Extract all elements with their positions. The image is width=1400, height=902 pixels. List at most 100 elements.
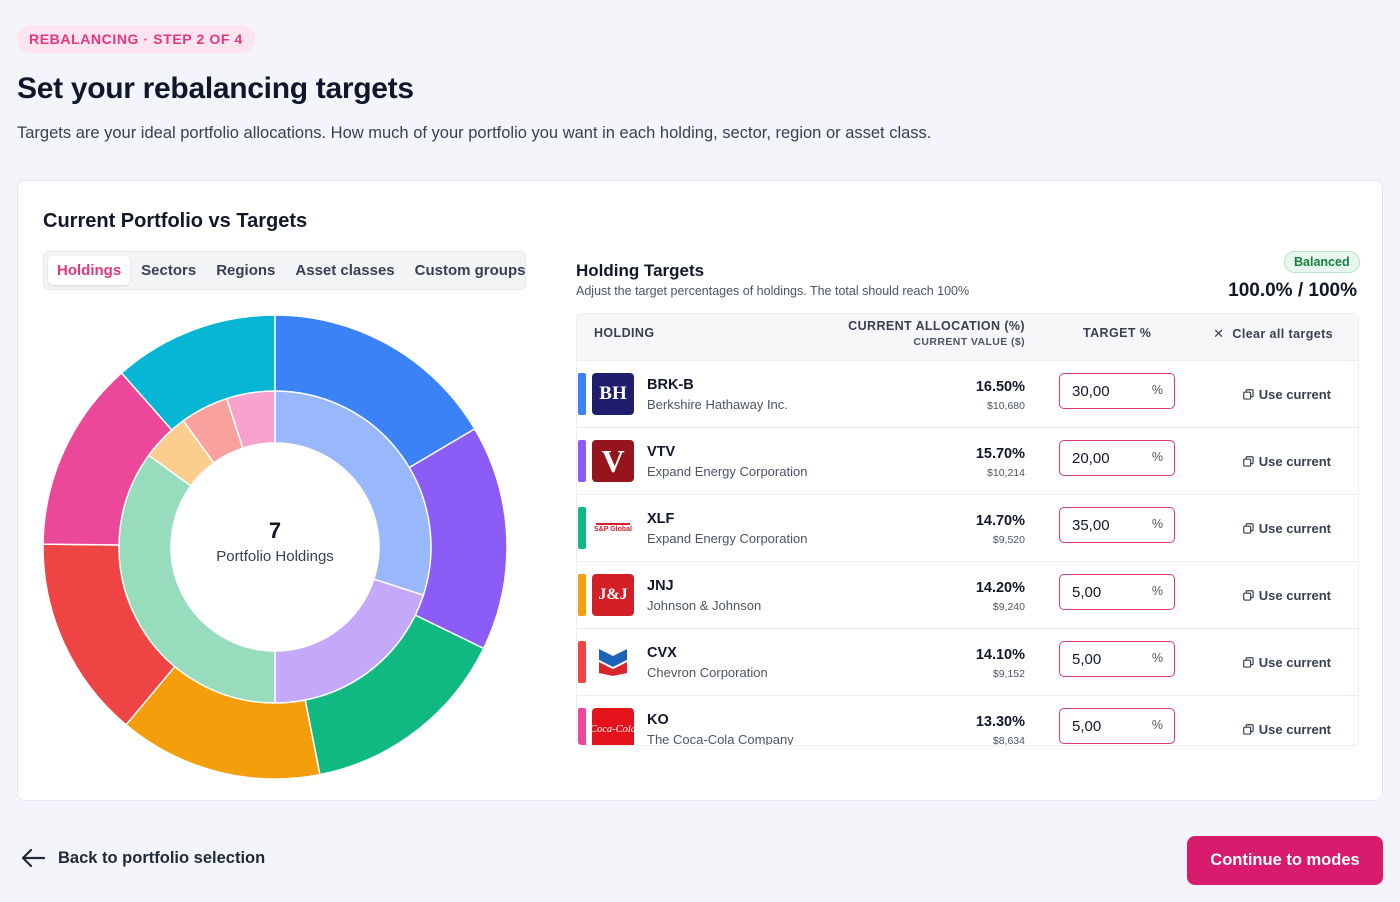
holding-company: Johnson & Johnson [647,598,762,613]
use-current-button[interactable]: Use current [1242,588,1331,603]
use-current-label: Use current [1258,454,1331,469]
current-value: $9,520 [992,534,1025,546]
target-field: % [1059,641,1175,677]
target-field: % [1059,708,1175,744]
table-row: CVX Chevron Corporation 14.10% $9,152 % … [577,629,1358,696]
current-value: $9,152 [992,668,1025,680]
holding-company: Chevron Corporation [647,665,768,680]
percent-suffix: % [1151,517,1163,531]
berkshire-logo-icon: BH [592,373,634,415]
back-to-portfolio-button[interactable]: Back to portfolio selection [20,848,265,868]
tab-regions[interactable]: Regions [216,262,276,279]
inner-ring-segment-3[interactable] [118,454,276,704]
holding-ticker: CVX [647,645,677,661]
table-row: S&P Global XLF Expand Energy Corporation… [577,495,1358,562]
holding-targets-table: HOLDING CURRENT ALLOCATION (%) CURRENT V… [576,313,1359,746]
holding-company: Expand Energy Corporation [647,531,808,546]
tab-asset-classes[interactable]: Asset classes [295,262,395,279]
target-input[interactable] [1072,381,1142,401]
current-allocation: 15.70% [975,446,1025,462]
jnj-logo-icon: J&J [592,574,634,616]
current-allocation: 16.50% [975,379,1025,395]
tab-sectors[interactable]: Sectors [141,262,197,279]
column-header-holding: HOLDING [594,326,655,340]
chevron-logo-icon [592,641,634,683]
holding-color-stripe [578,641,586,683]
copy-icon [1242,389,1254,400]
percent-suffix: % [1151,584,1163,598]
use-current-label: Use current [1258,521,1331,536]
table-row: BH BRK-B Berkshire Hathaway Inc. 16.50% … [577,361,1358,428]
use-current-button[interactable]: Use current [1242,655,1331,670]
tab-holdings[interactable]: Holdings [48,256,131,285]
copy-icon [1242,456,1254,467]
column-header-value-label: CURRENT VALUE ($) [913,336,1025,348]
target-input[interactable] [1072,582,1142,602]
holding-ticker: KO [647,712,669,728]
use-current-label: Use current [1258,722,1331,737]
current-allocation: 14.20% [975,580,1025,596]
table-row: Coca-Cola KO The Coca-Cola Company 13.30… [577,696,1358,746]
page-subtitle: Targets are your ideal portfolio allocat… [17,124,932,142]
holding-color-stripe [578,507,586,549]
copy-icon [1242,523,1254,534]
current-allocation: 14.10% [975,647,1025,663]
arrow-left-icon [21,848,46,868]
holding-color-stripe [578,708,586,745]
current-value: $10,680 [987,400,1025,412]
holding-ticker: XLF [647,511,675,527]
view-tabs: Holdings Sectors Regions Asset classes C… [43,251,526,290]
inner-ring-segment-6[interactable] [225,390,276,450]
holding-color-stripe [578,574,586,616]
target-input[interactable] [1072,515,1142,535]
holding-color-stripe [578,440,586,482]
close-icon: ✕ [1213,326,1225,341]
target-input[interactable] [1072,649,1142,669]
vanguard-logo-icon: V [592,440,634,482]
back-label: Back to portfolio selection [58,848,266,867]
table-header: HOLDING CURRENT ALLOCATION (%) CURRENT V… [577,314,1358,361]
current-allocation: 14.70% [975,513,1025,529]
column-header-target: TARGET % [1083,326,1152,340]
use-current-button[interactable]: Use current [1242,387,1331,402]
use-current-button[interactable]: Use current [1242,454,1331,469]
inner-ring-segment-1[interactable] [274,390,432,597]
use-current-label: Use current [1258,655,1331,670]
portfolio-targets-card: Current Portfolio vs Targets Holdings Se… [17,180,1383,801]
coca-cola-logo-icon: Coca-Cola [592,708,634,745]
card-title: Current Portfolio vs Targets [43,210,308,232]
holding-color-stripe [578,373,586,415]
table-body: BH BRK-B Berkshire Hathaway Inc. 16.50% … [577,361,1358,746]
percent-suffix: % [1151,383,1163,397]
clear-all-label: Clear all targets [1232,327,1333,341]
current-value: $10,214 [987,467,1025,479]
target-field: % [1059,574,1175,610]
target-field: % [1059,507,1175,543]
sp-global-logo-icon: S&P Global [592,507,634,549]
tab-custom-groups[interactable]: Custom groups [414,262,526,279]
table-row: J&J JNJ Johnson & Johnson 14.20% $9,240 … [577,562,1358,629]
use-current-button[interactable]: Use current [1242,521,1331,536]
donut-svg [42,314,508,780]
holding-ticker: VTV [647,444,676,460]
step-indicator: REBALANCING · STEP 2 OF 4 [17,25,255,53]
clear-all-targets-button[interactable]: ✕ Clear all targets [1213,326,1333,342]
use-current-label: Use current [1258,588,1331,603]
continue-to-modes-button[interactable]: Continue to modes [1187,836,1383,885]
current-value: $8,634 [992,735,1025,746]
current-allocation: 13.30% [975,714,1025,730]
holding-company: The Coca-Cola Company [647,732,794,746]
status-badge: Balanced [1284,251,1360,273]
target-field: % [1059,440,1175,476]
current-value: $9,240 [992,601,1025,613]
target-input[interactable] [1072,448,1142,468]
holding-ticker: BRK-B [647,377,694,393]
holding-company: Berkshire Hathaway Inc. [647,397,788,412]
target-input[interactable] [1072,716,1142,736]
page-title: Set your rebalancing targets [17,72,414,105]
table-row: V VTV Expand Energy Corporation 15.70% $… [577,428,1358,495]
holding-targets-subtitle: Adjust the target percentages of holding… [576,284,970,298]
target-field: % [1059,373,1175,409]
percent-suffix: % [1151,651,1163,665]
use-current-button[interactable]: Use current [1242,722,1331,737]
